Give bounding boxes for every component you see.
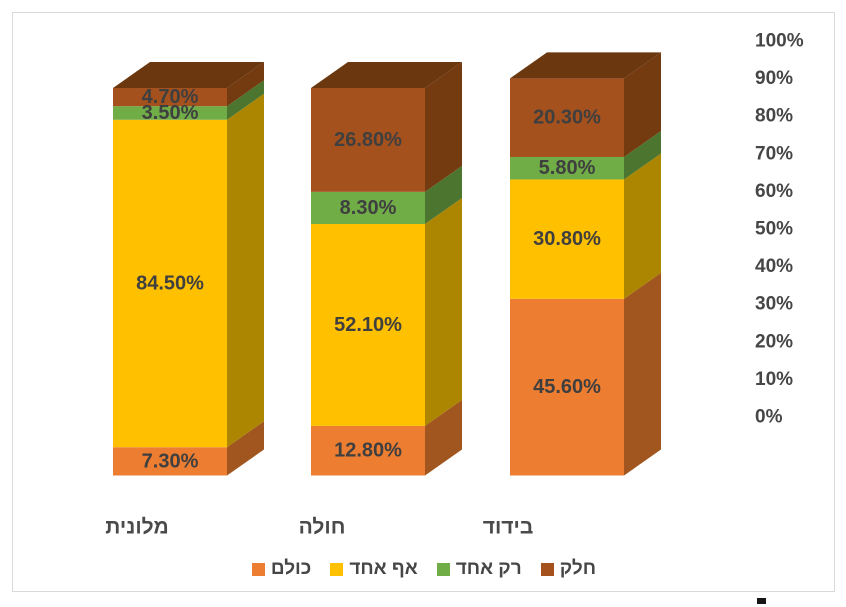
bar-segment-front [510,78,624,157]
data-label: 5.80% [539,157,596,179]
bar-segment-front [311,88,425,192]
legend-swatch [436,562,450,576]
y-axis-tick-label: 60% [755,181,793,202]
data-label: 8.30% [340,197,397,219]
chart-legend: כולם אף אחד רק אחד חלק [13,558,835,580]
bar-segment-front [311,191,425,225]
data-label: 3.50% [142,102,199,124]
data-label: 45.60% [533,376,601,398]
bar-segment-side [425,62,462,192]
y-axis-tick-label: 0% [755,407,783,428]
data-label: 84.50% [136,272,204,294]
legend-label: רק אחד [455,558,522,579]
data-label: 26.80% [334,129,402,151]
data-label: 30.80% [533,228,601,250]
bar-segment-front [510,179,624,299]
bar-segment-front [311,224,425,426]
legend-swatch [251,562,265,576]
bar-segment-side [624,130,661,180]
category-label: בידוד [483,516,534,539]
bar-segment-side [624,52,661,157]
bar-segment-side [227,421,264,476]
legend-label: כולם [270,558,312,579]
bar-segment-front [113,88,227,107]
category-label: מלונית [105,516,168,539]
data-label: 7.30% [142,450,199,472]
legend-swatch [540,562,554,576]
legend-item-1: כולם [251,558,312,580]
data-label: 20.30% [533,107,601,129]
cropped-text-fragment [757,598,766,604]
bar-segment-front [113,119,227,448]
bar-segment-top [510,52,661,79]
bar-segment-side [425,198,462,426]
bar-segment-front [113,447,227,476]
y-axis-tick-label: 30% [755,294,793,315]
y-axis-tick-label: 100% [755,31,804,52]
y-axis-tick-label: 40% [755,256,793,277]
y-axis-tick-label: 20% [755,331,793,352]
category-label: חולה [299,516,346,539]
bar-segment-side [227,93,264,448]
bar-segment-side [227,80,264,120]
y-axis-tick-label: 50% [755,219,793,240]
bar-segment-side [227,62,264,107]
bar-segment-front [510,298,624,476]
bar-segment-side [425,399,462,476]
y-axis-tick-label: 90% [755,68,793,89]
y-axis-tick-label: 70% [755,143,793,164]
legend-item-3: רק אחד [436,558,522,580]
legend-swatch [330,562,344,576]
data-label: 52.10% [334,314,402,336]
legend-item-4: חלק [540,558,597,580]
legend-label: אף אחד [349,558,418,579]
legend-label: חלק [559,558,597,579]
bar-segment-side [624,272,661,476]
y-axis-tick-label: 10% [755,369,793,390]
bar-segment-top [113,62,264,88]
bar-segment-front [113,106,227,120]
data-label: 12.80% [334,440,402,462]
legend-item-2: אף אחד [330,558,418,580]
data-label: 4.70% [142,86,199,108]
bar-segment-side [624,153,661,299]
bar-segment-side [425,165,462,225]
bar-segment-front [510,156,624,180]
bar-segment-top [311,62,462,88]
bar-segment-front [311,425,425,476]
y-axis-tick-label: 80% [755,106,793,127]
